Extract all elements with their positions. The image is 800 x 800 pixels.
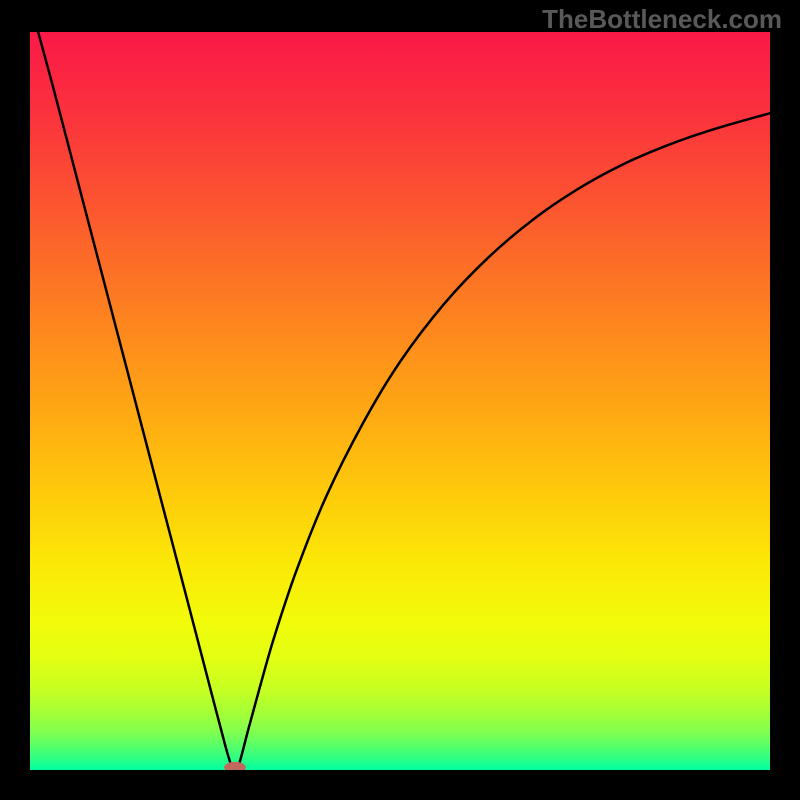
- plot-background: [30, 32, 770, 770]
- watermark-text: TheBottleneck.com: [542, 4, 782, 35]
- chart-frame: TheBottleneck.com: [0, 0, 800, 800]
- plot-area: [30, 32, 770, 770]
- plot-svg: [30, 32, 770, 770]
- min-marker: [225, 762, 246, 770]
